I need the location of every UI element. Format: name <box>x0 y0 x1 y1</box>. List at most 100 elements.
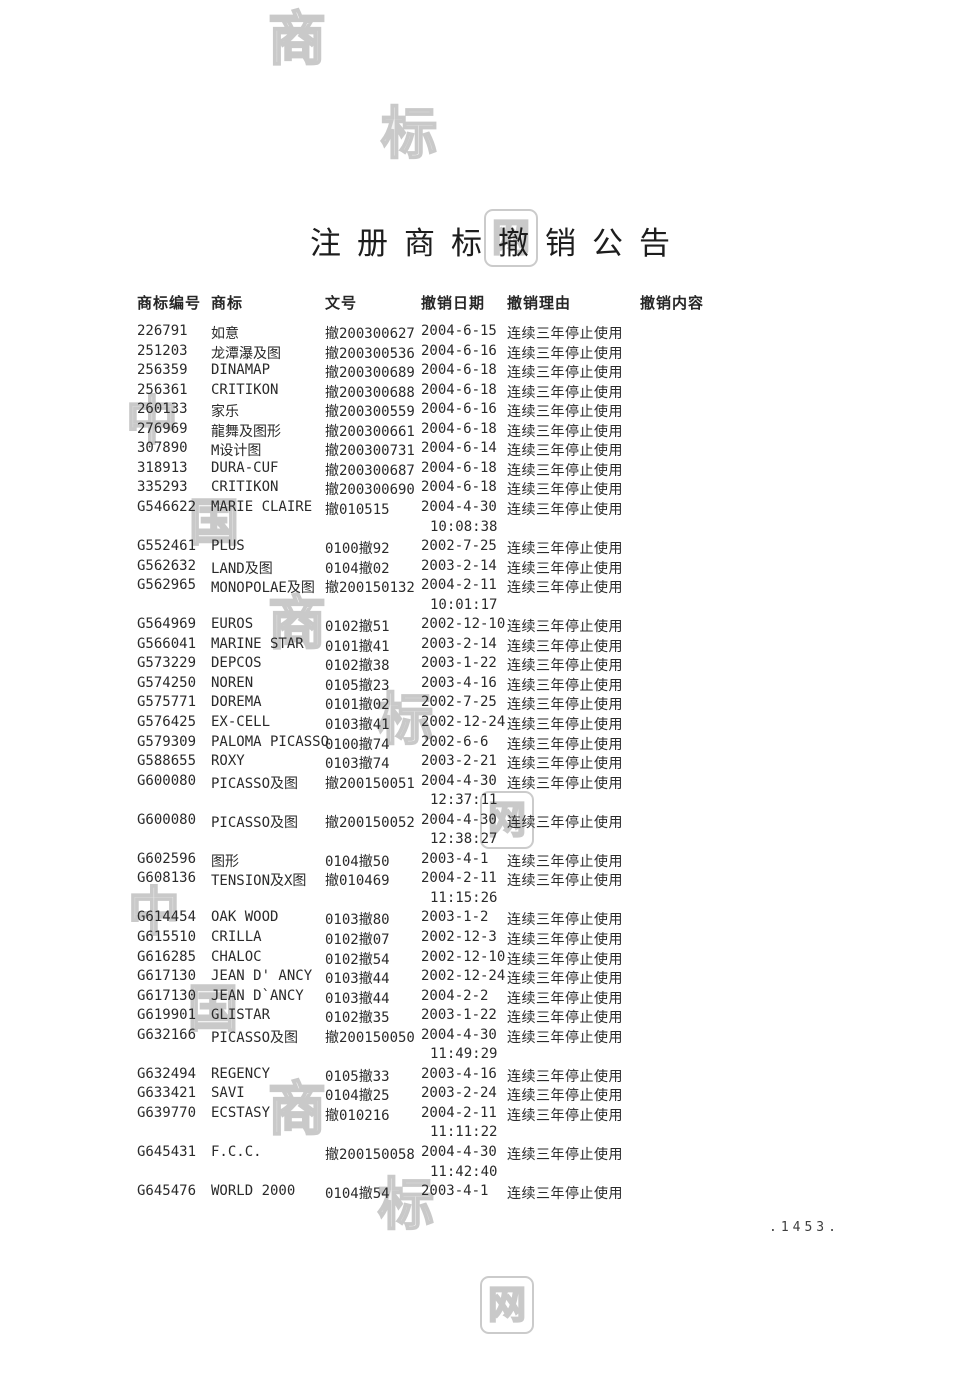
table-body: 226791 如意 撤200300627 2004-6-15 连续三年停止使用 25120… <box>137 312 967 1203</box>
cell-docno: 撤200150052 <box>325 814 415 831</box>
cell-regno: G608136 <box>137 870 197 887</box>
column-header: 商标 <box>211 296 244 312</box>
cell-reason: 连续三年停止使用 <box>507 912 623 929</box>
cell-docno: 0105撤23 <box>325 677 390 694</box>
cell-regno: 318913 <box>137 459 188 476</box>
cell-reason: 连续三年停止使用 <box>507 932 623 948</box>
cell-mark: SAVI <box>211 1085 245 1102</box>
table-row: 256361 CRITIKON 撤200300688 2004-6-18 连续三年停止使… <box>137 382 967 402</box>
table-row-time: 11:15:26 <box>137 890 967 910</box>
cell-regno: G562632 <box>137 557 197 574</box>
cell-time: 11:15:26 <box>430 889 498 906</box>
cell-regno: G600080 <box>137 772 197 789</box>
cell-reason: 连续三年停止使用 <box>507 462 623 479</box>
cell-date: 2003-2-24 <box>421 1085 497 1102</box>
cell-regno: G588655 <box>137 753 197 770</box>
cell-date: 2002-12-24 <box>421 968 506 985</box>
cell-docno: 撤200300536 <box>325 345 415 362</box>
cell-mark: GLISTAR <box>211 1007 271 1024</box>
cell-mark: PICASSO及图 <box>211 775 299 792</box>
cell-mark: JEAN D' ANCY <box>211 968 313 985</box>
watermark-shang: 商 <box>267 5 327 73</box>
cell-reason: 连续三年停止使用 <box>507 658 623 675</box>
table-row: G600080 PICASSO及图 撤200150052 2004-4-30 连续三年停… <box>137 812 967 832</box>
cell-mark: NOREN <box>211 674 254 691</box>
cell-regno: 260133 <box>137 401 188 418</box>
watermark-wang: 网 <box>480 791 534 849</box>
cell-mark: CRILLA <box>211 929 262 945</box>
table-row: G645476 WORLD 2000 0104撤54 2003-4-1 连续三年停止使用 <box>137 1183 967 1203</box>
page-title: 注册商标撤销公告 <box>310 226 686 261</box>
cell-docno: 0103撤44 <box>325 990 390 1007</box>
cell-reason: 连续三年停止使用 <box>507 541 623 558</box>
cell-regno: 256361 <box>137 381 188 398</box>
cell-date: 2003-2-21 <box>421 753 497 770</box>
cell-regno: G562965 <box>137 577 197 594</box>
cell-reason: 连续三年停止使用 <box>507 423 623 440</box>
table-row-time: 11:42:40 <box>137 1164 967 1184</box>
cell-date: 2002-7-25 <box>421 538 497 555</box>
watermark-biao: 标 <box>377 1173 435 1238</box>
cell-mark: PALOMA PICASSO <box>211 733 330 750</box>
table-row-time: 10:08:38 <box>137 519 967 539</box>
cell-date: 2004-6-16 <box>421 401 497 418</box>
cell-mark: MARINE STAR <box>211 635 304 652</box>
table-row: G546622 MARIE CLAIRE 撤010515 2004-4-30 连续三年停… <box>137 499 967 519</box>
cell-reason: 连续三年停止使用 <box>507 1068 623 1085</box>
cell-mark: DURA-CUF <box>211 459 279 476</box>
cell-mark: EX-CELL <box>211 713 271 730</box>
cell-regno: 251203 <box>137 342 188 359</box>
cell-reason: 连续三年停止使用 <box>507 619 623 636</box>
table-row: G632166 PICASSO及图 撤200150050 2004-4-30 连续三年停… <box>137 1027 967 1047</box>
cell-date: 2002-12-3 <box>421 929 497 945</box>
cell-reason: 连续三年停止使用 <box>507 384 623 401</box>
table-header: 商标编号 商标 文号 撤销日期 撤销理由 撤销内容 <box>137 292 967 312</box>
cell-reason: 连续三年停止使用 <box>507 638 623 655</box>
cell-regno: G615510 <box>137 929 197 945</box>
column-header: 撤销日期 <box>421 296 486 312</box>
table-row: G600080 PICASSO及图 撤200150051 2004-4-30 连续三年停… <box>137 773 967 793</box>
cell-docno: 0103撤80 <box>325 912 390 929</box>
cell-mark: TENSION及X图 <box>211 873 307 890</box>
watermark-shang: 商 <box>267 1075 327 1143</box>
table-row: 226791 如意 撤200300627 2004-6-15 连续三年停止使用 <box>137 323 967 343</box>
watermark-zhong: 中 <box>127 883 181 943</box>
cell-reason: 连续三年停止使用 <box>507 1147 623 1164</box>
cell-regno: G645476 <box>137 1183 197 1200</box>
cell-mark: OAK WOOD <box>211 909 279 926</box>
cell-regno: G566041 <box>137 635 197 652</box>
cell-mark: JEAN D`ANCY <box>211 987 304 1004</box>
cell-date: 2003-1-22 <box>421 655 497 672</box>
cell-date: 2004-2-11 <box>421 577 497 594</box>
cell-mark: WORLD 2000 <box>211 1183 296 1200</box>
cell-docno: 0102撤07 <box>325 932 390 948</box>
table-row-time: 10:01:17 <box>137 597 967 617</box>
cell-reason: 连续三年停止使用 <box>507 873 623 890</box>
cell-date: 2004-6-18 <box>421 459 497 476</box>
cell-reason: 连续三年停止使用 <box>507 1029 623 1046</box>
cell-mark: 龍舞及图形 <box>211 423 281 440</box>
cell-time: 12:37:11 <box>430 792 498 809</box>
table-row: 256359 DINAMAP 撤200300689 2004-6-18 连续三年停止使用 <box>137 362 967 382</box>
table-row: G579309 PALOMA PICASSO 0100撤74 2002-6-6 连续三年… <box>137 734 967 754</box>
watermark-guo: 国 <box>188 494 240 552</box>
cell-mark: ROXY <box>211 753 245 770</box>
table-row: G562965 MONOPOLAE及图 撤200150132 2004-2-11 连续三… <box>137 577 967 597</box>
cell-regno: 335293 <box>137 479 188 496</box>
cell-docno: 撤200150058 <box>325 1147 415 1164</box>
cell-mark: PLUS <box>211 538 245 555</box>
table-row: 335293 CRITIKON 撤200300690 2004-6-18 连续三年停止使… <box>137 479 967 499</box>
cell-docno: 撤200150051 <box>325 775 415 792</box>
table-row: G573229 DEPCOS 0102撤38 2003-1-22 连续三年停止使用 <box>137 655 967 675</box>
cell-mark: MONOPOLAE及图 <box>211 580 315 597</box>
watermark-zhong: 中 <box>125 392 179 452</box>
cell-time: 12:38:27 <box>430 831 498 848</box>
cell-docno: 撤200150050 <box>325 1029 415 1046</box>
cell-regno: G616285 <box>137 948 197 965</box>
table-row: G575771 DOREMA 0101撤02 2002-7-25 连续三年停止使用 <box>137 694 967 714</box>
cell-date: 2003-4-16 <box>421 1065 497 1082</box>
cell-reason: 连续三年停止使用 <box>507 560 623 577</box>
cell-date: 2004-4-30 <box>421 498 497 515</box>
table-row-time: 12:38:27 <box>137 831 967 851</box>
